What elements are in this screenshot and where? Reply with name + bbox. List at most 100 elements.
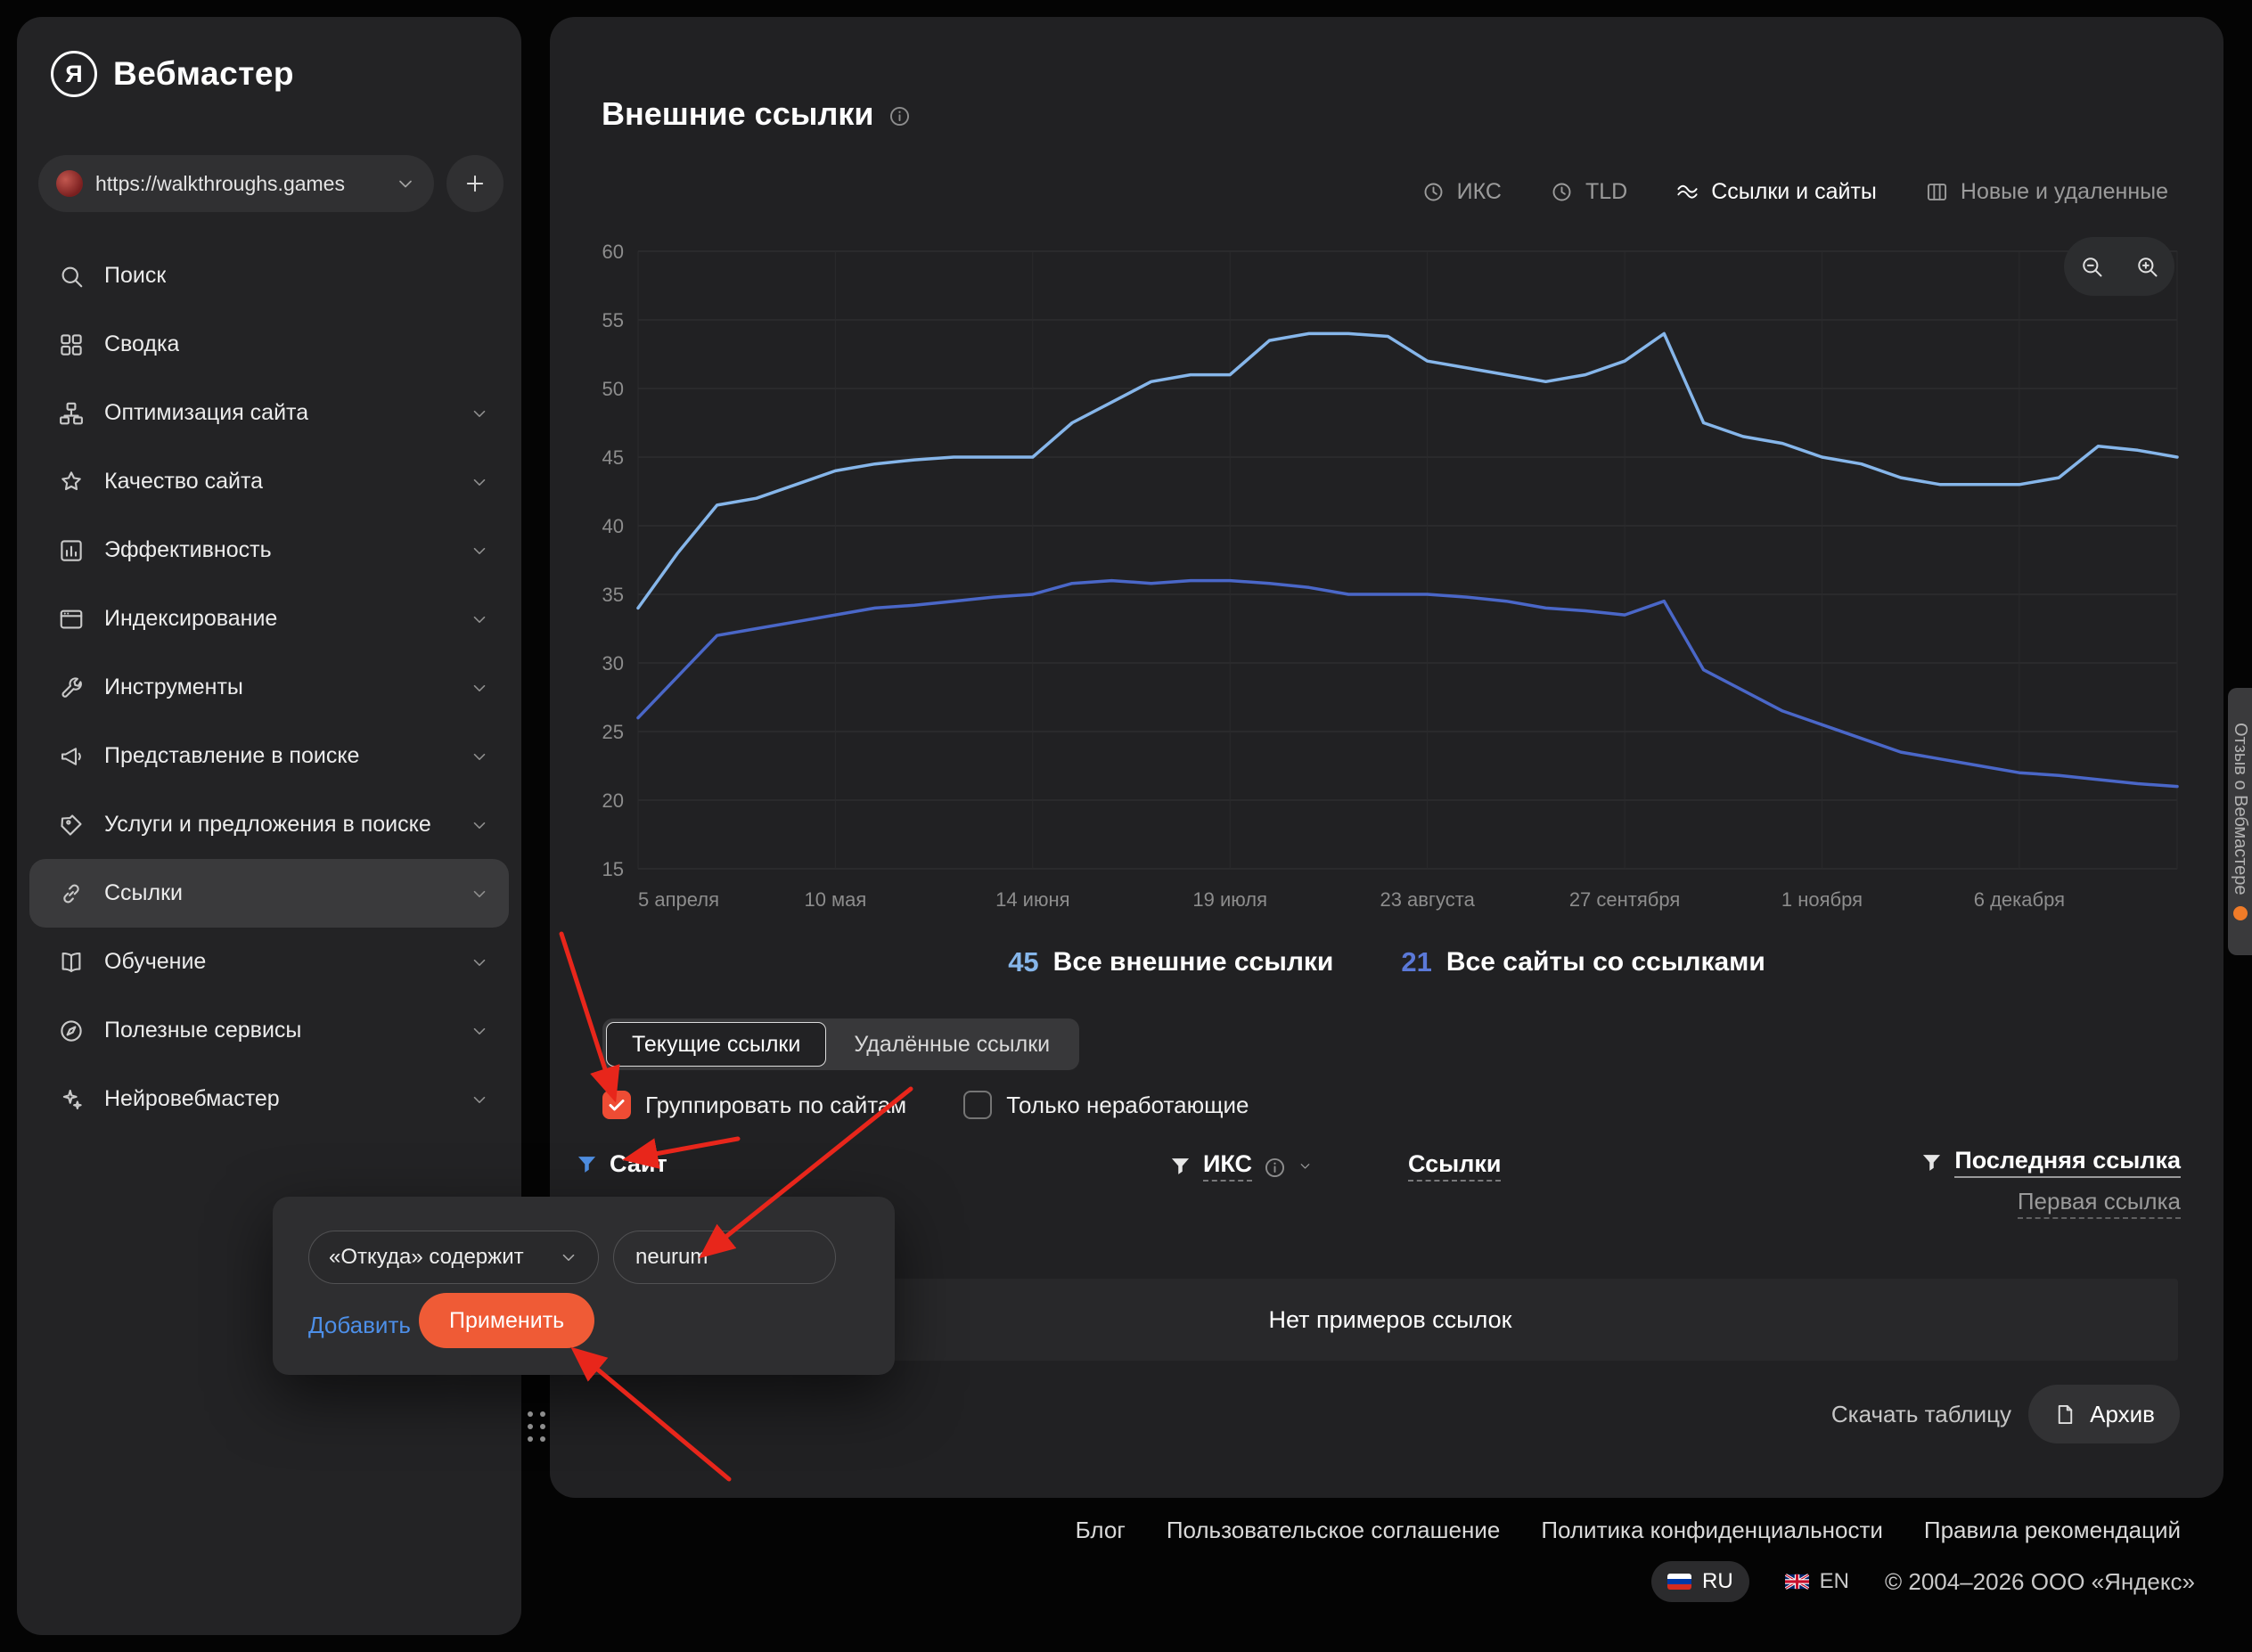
ru-flag-icon — [1666, 1574, 1691, 1590]
view-tab-2[interactable]: Ссылки и сайты — [1675, 179, 1877, 205]
logo[interactable]: Я Вебмастер — [51, 51, 294, 97]
sidebar-menu: Поиск Сводка Оптимизация сайта Качество сай… — [29, 241, 509, 1133]
sidebar-item-10[interactable]: Обучение — [29, 928, 509, 996]
chevron-down-icon — [470, 541, 489, 560]
chart-zoom-controls — [2064, 237, 2174, 296]
plus-icon — [463, 171, 487, 196]
footer-link-2[interactable]: Политика конфиденциальности — [1541, 1517, 1883, 1543]
svg-text:23 августа: 23 августа — [1380, 888, 1475, 911]
chevron-down-icon — [559, 1247, 578, 1267]
sidebar-item-8[interactable]: Услуги и предложения в поиске — [29, 790, 509, 859]
compass-icon — [58, 1018, 85, 1044]
tag-icon — [58, 812, 85, 838]
sidebar-item-5[interactable]: Индексирование — [29, 585, 509, 653]
sidebar-item-7[interactable]: Представление в поиске — [29, 722, 509, 790]
links-tab-0[interactable]: Текущие ссылки — [606, 1022, 827, 1067]
svg-text:15: 15 — [602, 858, 624, 880]
site-favicon-icon — [56, 170, 83, 197]
footer-link-0[interactable]: Блог — [1075, 1517, 1126, 1543]
svg-text:25: 25 — [602, 721, 624, 743]
filter-checkboxes: Группировать по сайтам Только неработающ… — [602, 1091, 1249, 1119]
links-tab-1[interactable]: Удалённые ссылки — [828, 1022, 1076, 1067]
filter-query-input[interactable] — [613, 1231, 836, 1284]
column-last-link-label[interactable]: Последняя ссылка — [1954, 1147, 2181, 1178]
drag-handle[interactable] — [528, 1411, 545, 1442]
svg-text:6 декабря: 6 декабря — [1974, 888, 2065, 911]
footer-link-1[interactable]: Пользовательское соглашение — [1166, 1517, 1501, 1543]
summary-value: 21 — [1401, 946, 1432, 977]
site-selector[interactable]: https://walkthroughs.games — [38, 155, 434, 212]
sidebar-item-label: Сводка — [104, 331, 180, 356]
zoom-in-button[interactable] — [2119, 237, 2174, 296]
svg-text:45: 45 — [602, 446, 624, 469]
book-icon — [58, 949, 85, 976]
info-icon[interactable] — [888, 104, 912, 128]
only-broken-checkbox[interactable]: Только неработающие — [963, 1091, 1249, 1119]
column-first-link-label[interactable]: Первая ссылка — [2017, 1188, 2181, 1219]
sidebar-item-label: Инструменты — [104, 675, 243, 699]
footer-link-3[interactable]: Правила рекомендаций — [1923, 1517, 2181, 1543]
sidebar-item-4[interactable]: Эффективность — [29, 516, 509, 585]
sidebar-item-label: Нейровебмастер — [104, 1086, 280, 1111]
chevron-down-icon — [395, 173, 416, 194]
view-tabs: ИКС TLD Ссылки и сайты Новые и удаленные — [1421, 179, 2168, 205]
view-tab-3[interactable]: Новые и удаленные — [1925, 179, 2168, 205]
view-tab-0[interactable]: ИКС — [1421, 179, 1502, 205]
filter-condition-value: «Откуда» содержит — [329, 1245, 524, 1269]
site-url: https://walkthroughs.games — [95, 171, 345, 195]
add-condition-button[interactable]: Добавить — [308, 1312, 411, 1338]
svg-text:35: 35 — [602, 584, 624, 606]
filter-funnel-icon[interactable] — [1168, 1154, 1192, 1178]
external-links-chart[interactable]: 15 20 25 30 35 40 45 50 55 60 5 апреля 10 мая 14 июн… — [588, 230, 2192, 943]
copyright: © 2004–2026 ООО «Яндекс» — [1885, 1567, 2195, 1595]
waves-icon — [1675, 180, 1699, 204]
svg-text:10 мая: 10 мая — [804, 888, 866, 911]
archive-button[interactable]: Архив — [2028, 1385, 2180, 1443]
star-icon — [58, 469, 85, 495]
svg-text:1 ноября: 1 ноября — [1781, 888, 1863, 911]
summary-value: 45 — [1008, 946, 1039, 977]
filter-funnel-icon[interactable] — [1920, 1150, 1944, 1174]
column-iks-label[interactable]: ИКС — [1203, 1150, 1253, 1182]
sidebar-item-3[interactable]: Качество сайта — [29, 447, 509, 516]
svg-text:40: 40 — [602, 515, 624, 537]
chevron-down-icon — [470, 815, 489, 835]
sidebar-item-label: Оптимизация сайта — [104, 400, 309, 425]
column-links-label[interactable]: Ссылки — [1408, 1150, 1502, 1182]
sidebar-item-6[interactable]: Инструменты — [29, 653, 509, 722]
feedback-tab-label: Отзыв о Вебмастере — [2231, 723, 2250, 896]
download-table-link[interactable]: Скачать таблицу — [1830, 1401, 2011, 1427]
zoom-out-button[interactable] — [2064, 237, 2119, 296]
apply-filter-button[interactable]: Применить — [419, 1293, 595, 1348]
sidebar-item-9[interactable]: Ссылки — [29, 859, 509, 928]
info-icon[interactable] — [1263, 1156, 1287, 1180]
language-en-button[interactable]: EN — [1784, 1569, 1849, 1594]
svg-text:19 июля: 19 июля — [1192, 888, 1267, 911]
column-links: Ссылки — [1408, 1150, 1502, 1182]
column-first-link: Первая ссылка — [2017, 1188, 2181, 1219]
svg-text:50: 50 — [602, 378, 624, 400]
group-by-sites-checkbox[interactable]: Группировать по сайтам — [602, 1091, 906, 1119]
language-code: RU — [1701, 1569, 1733, 1593]
sidebar-item-0[interactable]: Поиск — [29, 241, 509, 310]
footer-links: Блог Пользовательское соглашение Политика … — [1076, 1517, 2181, 1544]
sidebar-item-12[interactable]: Нейровебмастер — [29, 1065, 509, 1133]
filter-funnel-icon[interactable] — [575, 1152, 599, 1176]
column-iks: ИКС — [1168, 1150, 1313, 1182]
language-code: EN — [1819, 1569, 1849, 1593]
filter-condition-select[interactable]: «Откуда» содержит — [308, 1231, 599, 1284]
svg-text:30: 30 — [602, 652, 624, 675]
svg-text:5 апреля: 5 апреля — [638, 888, 719, 911]
view-tab-1[interactable]: TLD — [1550, 179, 1627, 205]
sidebar-item-11[interactable]: Полезные сервисы — [29, 996, 509, 1065]
feedback-tab[interactable]: Отзыв о Вебмастере — [2228, 688, 2252, 955]
sidebar-item-label: Представление в поиске — [104, 743, 360, 768]
view-tab-label: ИКС — [1456, 179, 1502, 204]
language-ru-button[interactable]: RU — [1650, 1561, 1749, 1602]
empty-state-text: Нет примеров ссылок — [1268, 1305, 1512, 1333]
sidebar-item-label: Качество сайта — [104, 469, 264, 494]
sidebar-item-2[interactable]: Оптимизация сайта — [29, 379, 509, 447]
chevron-down-icon[interactable] — [1298, 1158, 1313, 1174]
add-site-button[interactable] — [446, 155, 504, 212]
sidebar-item-1[interactable]: Сводка — [29, 310, 509, 379]
